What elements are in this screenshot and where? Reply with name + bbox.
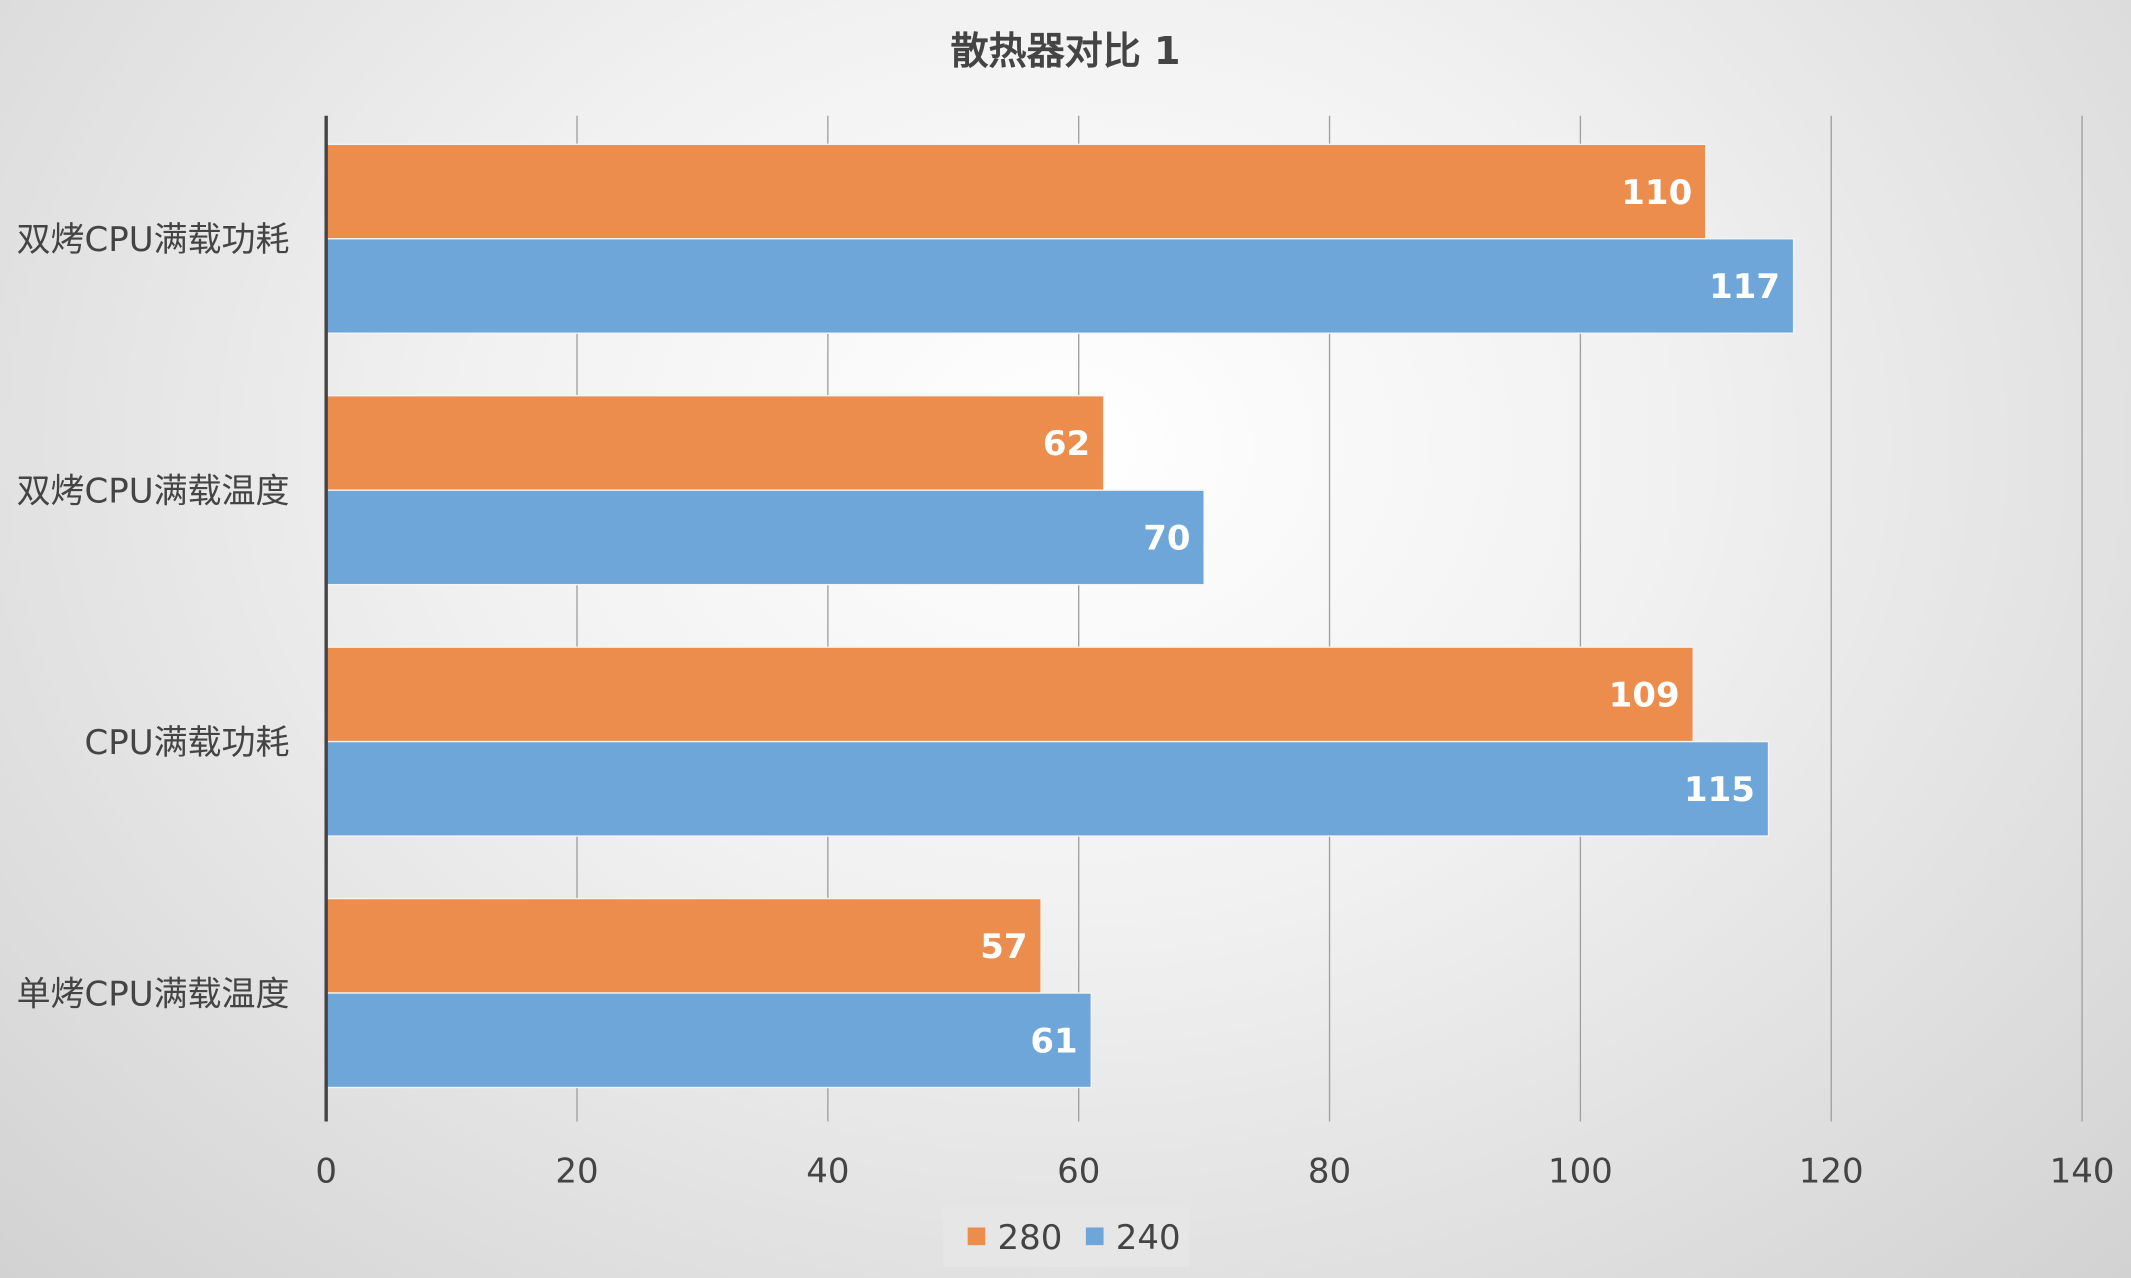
bar-240 [325,489,1205,586]
data-label: 62 [1043,424,1090,464]
bar-280 [325,897,1042,994]
y-category-label: 双烤CPU满载功耗 [17,220,290,260]
bar-240 [325,238,1795,334]
x-tick-label: 40 [806,1152,849,1192]
bar-280 [325,143,1707,240]
legend-label: 280 [998,1218,1063,1258]
x-tick-label: 0 [315,1152,337,1192]
bar-240 [325,992,1092,1089]
x-tick-label: 20 [555,1152,598,1192]
bar-280 [325,646,1694,743]
bar-280 [325,395,1105,491]
data-label: 57 [980,927,1027,967]
y-category-label: 单烤CPU满载温度 [17,974,290,1014]
x-tick-label: 80 [1308,1152,1351,1192]
y-category-label: CPU满载功耗 [85,723,290,763]
data-label: 117 [1709,267,1780,307]
x-tick-label: 60 [1057,1152,1100,1192]
x-tick-label: 100 [1548,1152,1613,1192]
y-category-label: 双烤CPU满载温度 [17,471,290,511]
data-label: 110 [1621,173,1692,213]
data-label: 115 [1684,770,1755,810]
legend-label: 240 [1116,1218,1181,1258]
data-label: 70 [1143,519,1190,559]
data-label: 109 [1609,676,1680,716]
legend-swatch-240 [1085,1227,1104,1246]
legend: 280 240 [943,1207,1190,1267]
x-tick-label: 120 [1799,1152,1864,1192]
data-label: 61 [1030,1021,1077,1061]
chart-title: 散热器对比 1 [951,29,1181,73]
legend-swatch-280 [967,1227,986,1246]
x-tick-label: 140 [2050,1152,2115,1192]
bar-240 [325,740,1770,837]
